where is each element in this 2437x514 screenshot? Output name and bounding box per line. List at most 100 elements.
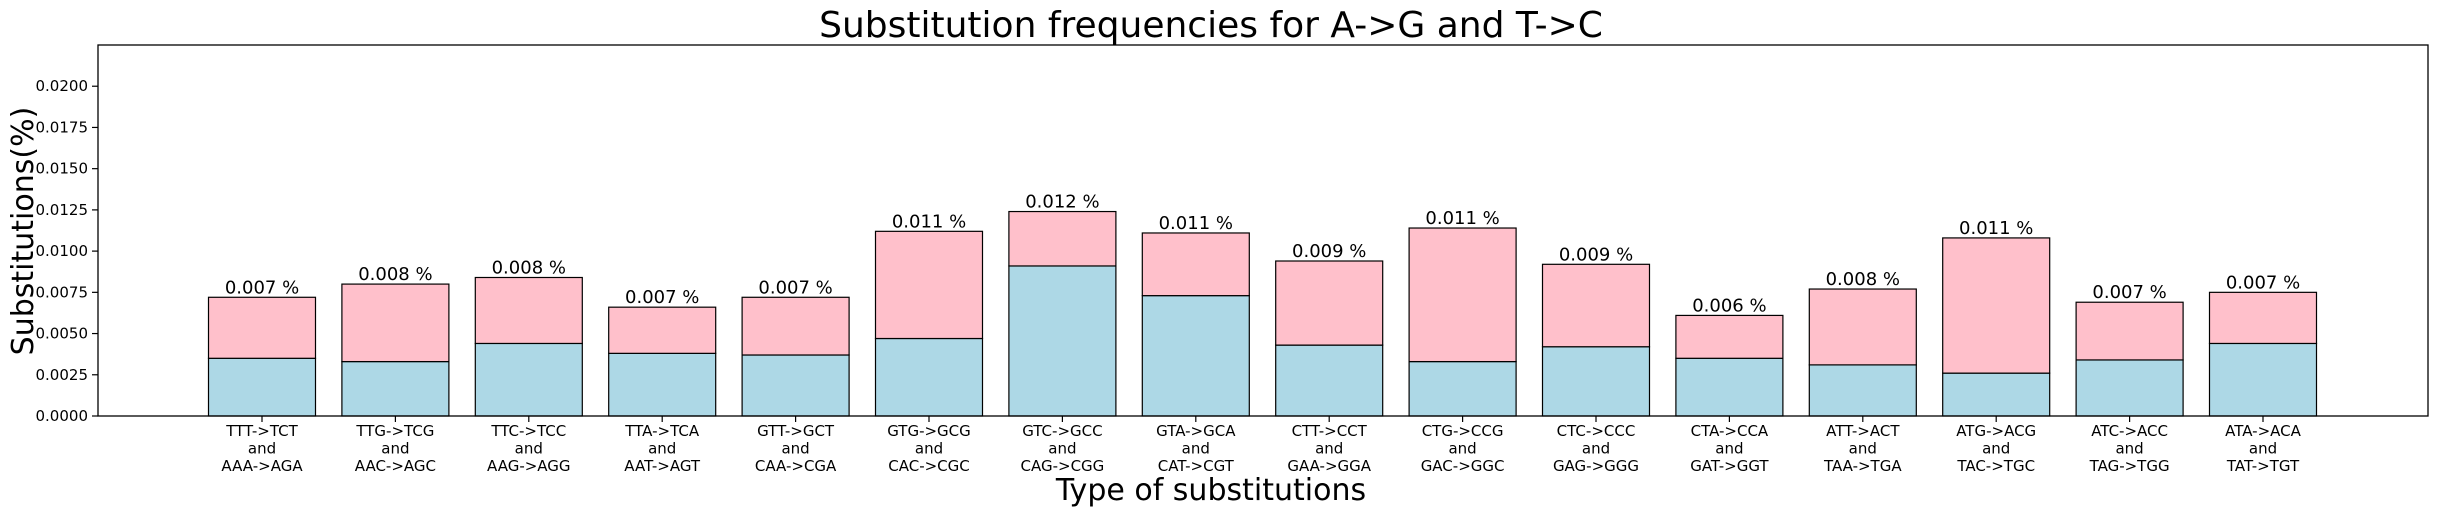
y-tick-label: 0.0025: [36, 366, 89, 384]
y-tick-label: 0.0200: [36, 77, 89, 95]
bar-data-label: 0.008 %: [1826, 269, 1900, 290]
x-tick-label: TTG->TCG: [355, 422, 434, 440]
bar-segment-upper: [874, 230, 984, 340]
bar-data-label: 0.009 %: [1559, 244, 1633, 265]
bar-segment-lower: [741, 354, 850, 417]
bar-segment-lower: [608, 352, 717, 417]
bar-segment-upper: [1808, 288, 1917, 366]
x-tick-label: ATA->ACA: [2225, 422, 2301, 440]
x-tick-label: GTA->GCA: [1156, 422, 1236, 440]
bar-data-label: 0.008 %: [358, 264, 432, 285]
bar-data-label: 0.011 %: [1959, 218, 2033, 239]
bar-segment-upper: [1675, 314, 1784, 359]
bar-segment-lower: [474, 342, 583, 417]
x-tick-label: GTG->GCG: [887, 422, 971, 440]
bar-segment-lower: [2075, 359, 2184, 417]
x-tick-label: and: [1315, 440, 1343, 458]
bar-segment-lower: [1141, 295, 1250, 417]
chart-title: Substitution frequencies for A->G and T-…: [819, 5, 1603, 46]
bar-segment-upper: [341, 283, 450, 363]
bar-data-label: 0.012 %: [1025, 192, 1099, 213]
x-tick-label: AAC->AGC: [355, 457, 436, 475]
bar-segment-upper: [2075, 301, 2184, 361]
x-tick-label: GAG->GGG: [1553, 457, 1639, 475]
bar-data-label: 0.007 %: [758, 277, 832, 298]
x-tick-label: GAT->GGT: [1690, 457, 1769, 475]
bar-data-label: 0.011 %: [892, 211, 966, 232]
y-tick-label: 0.0100: [36, 242, 89, 260]
bar-data-label: 0.011 %: [1159, 213, 1233, 234]
x-tick-label: and: [1448, 440, 1476, 458]
x-tick-label: TTA->TCA: [624, 422, 700, 440]
x-tick-label: CTC->CCC: [1557, 422, 1636, 440]
plot-frame: [97, 44, 2429, 417]
x-tick-label: AAT->AGT: [624, 457, 701, 475]
bar-segment-upper: [1942, 237, 2051, 374]
x-tick-label: and: [1849, 440, 1877, 458]
x-tick-label: ATG->ACG: [1956, 422, 2036, 440]
x-tick-label: TAG->TGG: [2089, 457, 2170, 475]
x-tick-label: GAA->GGA: [1287, 457, 1371, 475]
y-tick-label: 0.0050: [36, 325, 89, 343]
x-tick-label: and: [915, 440, 943, 458]
x-tick-label: CAC->CGC: [888, 457, 970, 475]
bar-segment-lower: [1008, 265, 1117, 417]
y-axis-label: Substitutions(%): [6, 107, 41, 356]
bar-segment-lower: [1408, 360, 1517, 417]
x-tick-label: and: [1182, 440, 1210, 458]
x-axis-label: Type of substitutions: [1055, 473, 1366, 508]
bar-segment-upper: [474, 276, 583, 345]
x-tick-label: and: [648, 440, 676, 458]
bar-data-label: 0.006 %: [1692, 295, 1766, 316]
x-tick-label: CAT->CGT: [1158, 457, 1235, 475]
x-tick-label: CAG->CGG: [1021, 457, 1105, 475]
bar-data-label: 0.009 %: [1292, 241, 1366, 262]
y-tick-label: 0.0000: [36, 407, 89, 425]
bar-data-label: 0.007 %: [625, 287, 699, 308]
bar-segment-lower: [874, 337, 984, 417]
x-tick-label: GAC->GGC: [1421, 457, 1505, 475]
bar-segment-upper: [1408, 227, 1517, 363]
bar-segment-lower: [341, 360, 450, 417]
bar-segment-upper: [1141, 232, 1250, 297]
x-tick-label: and: [1715, 440, 1743, 458]
bar-data-label: 0.007 %: [2092, 282, 2166, 303]
x-tick-label: TAC->TGC: [1956, 457, 2035, 475]
bar-segment-lower: [1541, 346, 1651, 417]
x-tick-label: and: [1582, 440, 1610, 458]
x-tick-label: ATT->ACT: [1826, 422, 1900, 440]
y-tick-label: 0.0125: [36, 201, 89, 219]
x-tick-label: CTG->CCG: [1422, 422, 1504, 440]
bar-segment-upper: [1008, 210, 1117, 267]
x-tick-label: and: [248, 440, 276, 458]
x-tick-label: and: [2115, 440, 2143, 458]
x-tick-label: and: [781, 440, 809, 458]
bar-data-label: 0.008 %: [492, 257, 566, 278]
x-tick-label: AAG->AGG: [487, 457, 571, 475]
bar-segment-upper: [1275, 260, 1384, 346]
bar-segment-lower: [1275, 344, 1384, 417]
x-tick-label: and: [1982, 440, 2010, 458]
x-tick-label: AAA->AGA: [221, 457, 303, 475]
x-tick-label: GTC->GCC: [1022, 422, 1102, 440]
bar-segment-upper: [608, 306, 717, 354]
x-tick-label: TTC->TCC: [490, 422, 566, 440]
x-tick-label: TAT->TGT: [2226, 457, 2300, 475]
x-tick-label: CTA->CCA: [1691, 422, 1769, 440]
x-tick-label: and: [515, 440, 543, 458]
y-tick-label: 0.0075: [36, 283, 89, 301]
bar-segment-lower: [1808, 364, 1917, 417]
bar-segment-lower: [2208, 342, 2318, 417]
x-tick-label: ATC->ACC: [2091, 422, 2168, 440]
plot-area: 0.0000 0.0025 0.0050 0.0075 0.0100 0.0125 0.01…: [36, 44, 2429, 475]
x-tick-label: and: [1048, 440, 1076, 458]
bar-segment-upper: [741, 296, 850, 356]
x-tick-label: TTT->TCT: [225, 422, 298, 440]
y-tick-label: 0.0150: [36, 160, 89, 178]
x-tick-label: and: [2249, 440, 2277, 458]
bar-segment-lower: [207, 357, 317, 417]
x-tick-label: TAA->TGA: [1823, 457, 1902, 475]
x-tick-label: GTT->GCT: [757, 422, 835, 440]
